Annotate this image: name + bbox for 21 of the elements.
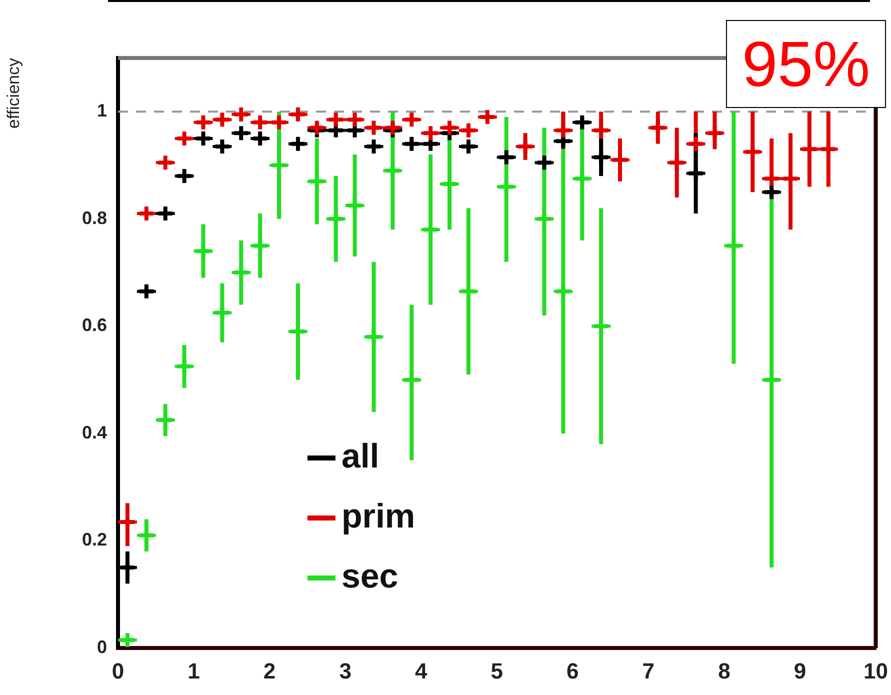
x-tick-label: 7 [642,658,655,684]
annotation: 95% [726,20,886,108]
legend-label: prim [341,497,416,536]
x-tick-label: 6 [566,658,579,684]
x-tick-label: 9 [794,658,806,684]
y-tick-label: 0.2 [82,530,107,550]
legend-label: all [341,437,380,476]
x-tick-label: 5 [490,658,504,684]
x-tick-label: 8 [718,658,730,684]
x-tick-label: 4 [414,658,428,684]
x-tick-label: 1 [188,658,200,684]
y-tick-label: 0.8 [82,208,107,228]
y-axis-title: efficiency [4,58,23,129]
y-tick-label: 0.4 [82,422,107,442]
legend-label: sec [341,557,398,596]
y-tick-label: 0 [96,636,107,657]
x-tick-label: 10 [864,658,888,684]
x-tick-label: 3 [339,658,352,684]
y-tick-label: 1 [96,100,107,121]
y-tick-label: 0.6 [82,315,107,336]
x-tick-label: 2 [263,658,276,684]
